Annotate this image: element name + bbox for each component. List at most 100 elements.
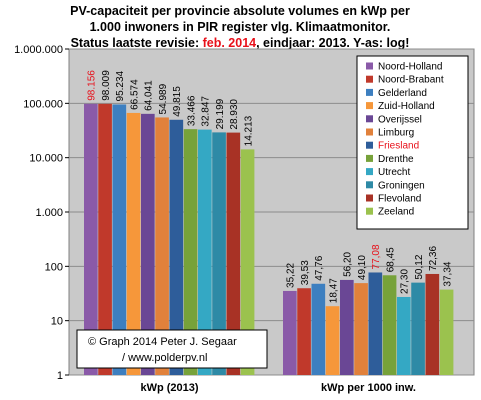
y-tick-label: 100.000 [23,98,63,110]
legend-swatch [366,207,373,215]
data-label: 49.815 [172,86,183,117]
legend: Noord-Holland Noord-Brabant Gelderland Zuid… [356,55,469,230]
y-axis-ticks: 1 10 100 1.000 10.000 100.000 1.000.000 [14,44,69,382]
bar [141,113,155,375]
data-label: 72,36 [428,246,439,271]
legend-swatch [366,115,373,123]
data-label: 64.041 [144,80,155,111]
legend-label: Zeeland [378,207,414,218]
legend-swatch [366,141,373,149]
legend-swatch [366,88,373,96]
data-label: 66.574 [129,79,140,110]
legend-box [356,55,469,230]
legend-swatch [366,128,373,136]
bars [84,103,454,376]
data-label: 49,10 [357,255,368,280]
legend-label: Flevoland [378,194,421,205]
bar [425,273,440,375]
bar [183,129,198,375]
bar [126,112,141,375]
x-axis-categories: kWp (2013) kWp per 1000 inw. [140,382,416,394]
x-category-label: kWp (2013) [140,382,198,394]
bar [297,288,311,375]
bar [354,283,368,375]
bar [84,103,98,375]
title-line-1: PV-capaciteit per provincie absolute vol… [70,4,410,18]
data-label: 37,34 [442,261,453,286]
data-label: 50,12 [414,254,425,279]
legend-label: Overijssel [378,114,422,125]
copyright-line-2: / www.polderpv.nl [122,352,207,364]
bar [240,149,255,375]
legend-label: Noord-Brabant [378,75,444,86]
bar [283,290,297,375]
bar [311,283,326,375]
y-tick-label: 100 [45,261,63,273]
title-line-3: Status laatste revisie: feb. 2014, eindj… [71,36,410,50]
legend-label: Friesland [378,141,419,152]
bar [411,282,425,375]
legend-items: Noord-Holland Noord-Brabant Gelderland Zuid… [366,62,444,218]
data-label: 27,30 [400,269,411,294]
bar [155,117,169,376]
data-labels: 98.156 98.009 95.234 66.574 64.041 54.989 49.8… [87,70,454,303]
data-label: 95.234 [115,70,126,101]
data-label: 28.930 [229,99,240,130]
data-label: 39,53 [300,260,311,285]
y-tick-label: 1 [57,370,63,382]
legend-swatch [366,168,373,176]
x-category-label: kWp per 1000 inw. [321,382,416,394]
legend-swatch [366,154,373,162]
legend-swatch [366,102,373,110]
data-label: 98.156 [87,70,98,101]
data-label: 56,20 [343,251,354,276]
y-tick-label: 10 [51,316,63,328]
legend-label: Groningen [378,180,425,191]
data-label: 77,08 [371,244,382,269]
y-tick-label: 1.000.000 [14,44,63,56]
chart-title: PV-capaciteit per provincie absolute vol… [70,4,410,50]
legend-swatch [366,75,373,83]
data-label: 29.199 [215,98,226,129]
bar [368,272,383,375]
data-label: 33.466 [186,95,197,126]
legend-swatch [366,194,373,202]
bar [382,275,397,375]
bar [325,306,340,375]
legend-label: Utrecht [378,167,410,178]
copyright-box: © Graph 2014 Peter J. Segaar / www.polde… [76,329,268,369]
bar [340,279,354,375]
legend-label: Gelderland [378,88,427,99]
copyright-frame [76,329,268,369]
title-line-3-prefix: Status laatste revisie: [71,36,203,50]
data-label: 68,45 [385,247,396,272]
legend-label: Noord-Holland [378,62,442,73]
bar [397,296,411,375]
data-label: 32.847 [201,96,212,127]
title-line-3-revision-date: feb. 2014 [203,36,257,50]
y-tick-label: 10.000 [29,153,63,165]
legend-label: Zuid-Holland [378,101,435,112]
bar [439,289,454,375]
bar [212,132,226,375]
data-label: 14.213 [243,115,254,146]
title-line-3-suffix: , eindjaar: 2013. Y-as: log! [256,36,409,50]
data-label: 98.009 [101,70,112,101]
data-label: 35,22 [286,262,297,287]
title-line-2: 1.000 inwoners in PIR register vlg. Klim… [90,20,391,34]
legend-swatch [366,62,373,70]
bar [169,119,184,375]
legend-swatch [366,181,373,189]
data-label: 18,47 [328,278,339,303]
legend-label: Drenthe [378,154,414,165]
bar [112,104,127,376]
y-tick-label: 1.000 [35,207,63,219]
data-label: 47,76 [314,255,325,280]
bar [98,103,112,375]
copyright-line-1: © Graph 2014 Peter J. Segaar [88,336,237,348]
legend-label: Limburg [378,128,414,139]
data-label: 54.989 [158,83,169,114]
bar [226,132,241,375]
bar [198,129,212,375]
